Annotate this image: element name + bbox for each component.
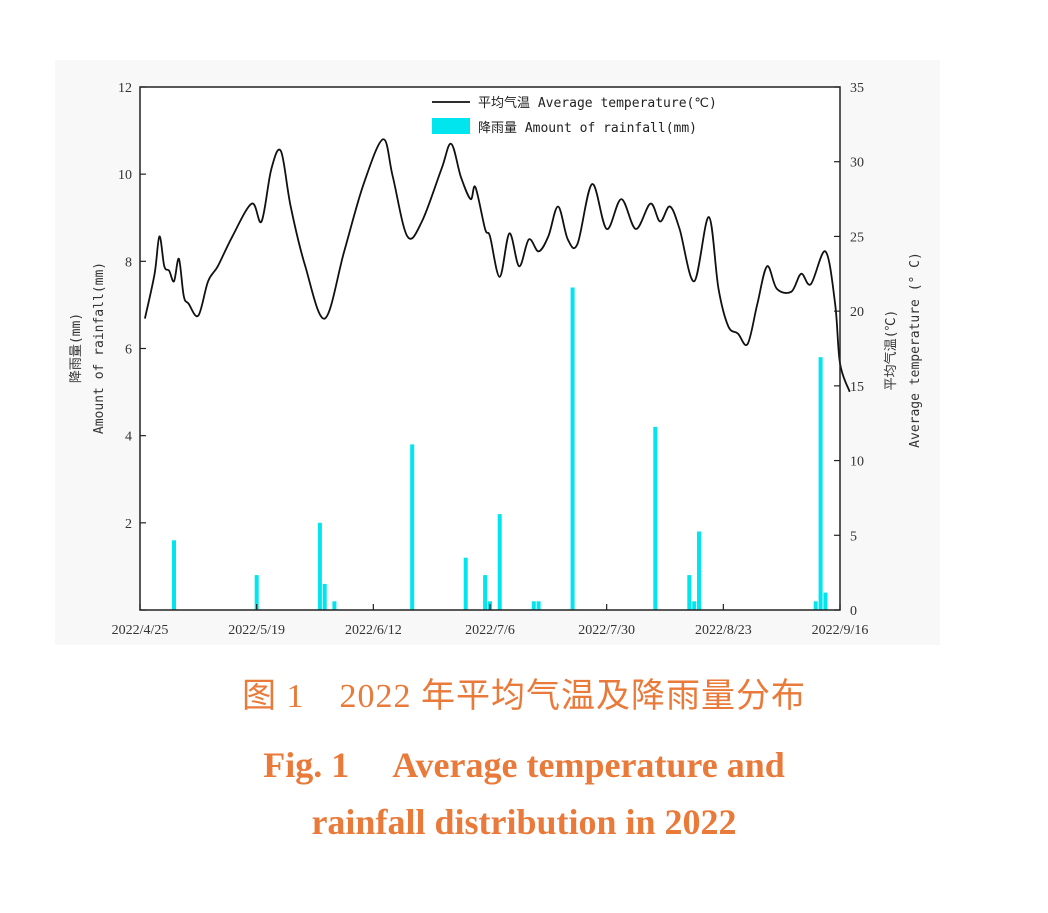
rainfall-bar — [317, 522, 322, 610]
right-tick-label: 10 — [850, 455, 864, 470]
rainfall-bar — [410, 444, 415, 610]
rainfall-bar — [653, 426, 658, 610]
rainfall-bar — [570, 287, 575, 610]
rainfall-bar — [813, 601, 818, 610]
x-tick-label: 2022/7/30 — [578, 623, 635, 638]
legend-line-label: 平均气温 Average temperature(℃) — [478, 95, 717, 111]
left-axis-ticks: 2 4 6 8 10 12 — [118, 81, 146, 611]
right-tick-label: 25 — [850, 230, 864, 245]
figure-caption-en-line2: rainfall distribution in 2022 — [311, 802, 737, 842]
right-axis-title-en: Average temperature (° C) — [908, 252, 923, 448]
rainfall-bar — [483, 575, 488, 610]
legend: 平均气温 Average temperature(℃) 降雨量 Amount o… — [432, 95, 717, 136]
rainfall-bar — [823, 592, 828, 610]
x-axis-ticks: 2022/4/25 2022/5/19 2022/6/12 2022/7/6 2022/… — [112, 604, 869, 638]
x-tick-label: 2022/7/6 — [465, 623, 515, 638]
rainfall-bar — [463, 557, 468, 610]
figure-caption-zh: 图 1 2022 年平均气温及降雨量分布 — [242, 678, 806, 715]
left-tick-label: 8 — [125, 255, 132, 270]
rainfall-bar — [172, 540, 176, 610]
figure-caption-en-line1: Fig. 1 Average temperature and — [263, 745, 785, 785]
legend-bar-label: 降雨量 Amount of rainfall(mm) — [478, 121, 697, 136]
left-tick-label: 4 — [125, 430, 132, 445]
right-tick-label: 35 — [850, 81, 864, 96]
dual-axis-chart: 2 4 6 8 10 12 0 5 10 15 20 25 30 35 2022/4/25 2022/5/… — [69, 81, 923, 638]
legend-bar-swatch — [432, 118, 470, 134]
rainfall-bar — [692, 601, 697, 610]
left-axis-title-en: Amount of rainfall(mm) — [92, 262, 107, 434]
right-tick-label: 15 — [850, 380, 864, 395]
left-tick-label: 12 — [118, 81, 132, 96]
temperature-line — [144, 138, 851, 393]
right-tick-label: 20 — [850, 305, 864, 320]
left-tick-label: 10 — [118, 168, 132, 183]
x-tick-label: 2022/6/12 — [345, 623, 402, 638]
rainfall-bar — [818, 357, 823, 610]
rainfall-bar — [254, 575, 259, 610]
x-tick-label: 2022/9/16 — [812, 623, 869, 638]
x-tick-label: 2022/5/19 — [228, 623, 285, 638]
plot-area — [140, 87, 840, 610]
rainfall-bar — [697, 531, 701, 610]
right-tick-label: 30 — [850, 156, 864, 171]
right-axis-title-zh: 平均气温(℃) — [883, 310, 899, 391]
right-tick-label: 5 — [850, 529, 857, 544]
right-tick-label: 0 — [850, 604, 857, 619]
rainfall-bar — [531, 601, 536, 610]
chart-svg: 2 4 6 8 10 12 0 5 10 15 20 25 30 35 2022/4/25 2022/5/… — [69, 81, 923, 638]
x-tick-label: 2022/4/25 — [112, 623, 169, 638]
rainfall-bars — [172, 287, 828, 610]
rainfall-bar — [332, 601, 337, 610]
left-tick-label: 6 — [125, 343, 132, 358]
left-axis-title-zh: 降雨量(mm) — [69, 313, 84, 383]
rainfall-bar — [536, 601, 541, 610]
x-tick-label: 2022/8/23 — [695, 623, 752, 638]
rainfall-bar — [497, 514, 502, 610]
rainfall-bar — [687, 575, 692, 610]
right-axis-ticks: 0 5 10 15 20 25 30 35 — [834, 81, 864, 619]
left-tick-label: 2 — [125, 517, 132, 532]
rainfall-bar — [322, 583, 327, 610]
